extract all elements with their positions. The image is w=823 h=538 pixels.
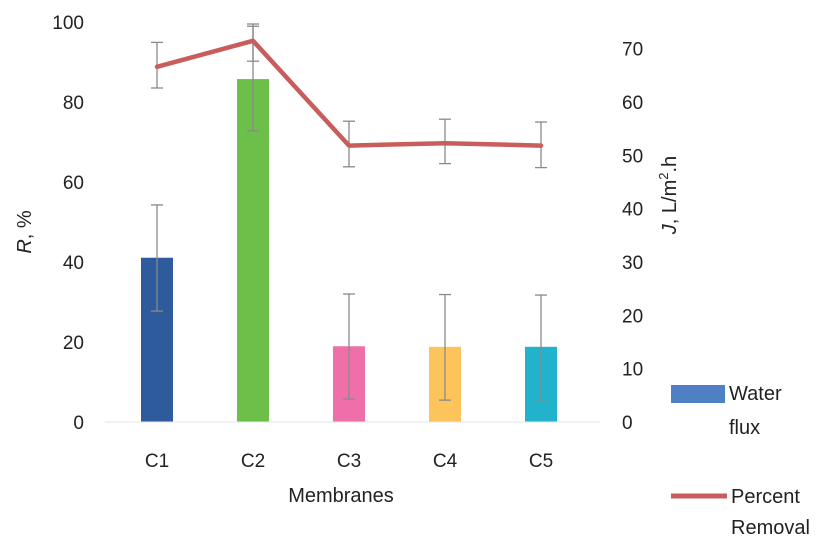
error-bar-water-flux (439, 293, 451, 401)
y-right-tick-label: 50 (622, 146, 643, 167)
y-right-tick-label: 40 (622, 200, 643, 221)
y-right-axis-title-italic: J (659, 223, 681, 235)
y-left-tick-label: 60 (63, 173, 84, 194)
x-tick-label: C5 (529, 451, 553, 472)
legend-swatch-water-flux (671, 385, 725, 403)
x-tick-label: C1 (145, 451, 169, 472)
x-tick-label: C3 (337, 451, 361, 472)
line-percent-removal (154, 38, 544, 148)
y-right-axis-title-sup: 2 (656, 173, 671, 180)
bar-errors-layer (151, 25, 547, 402)
y-right-axis-title-rest: , L/m (659, 180, 681, 224)
y-left-tick-label: 80 (63, 93, 84, 114)
x-tick-label: C2 (241, 451, 265, 472)
legend-label-percent-removal-line2: Removal (731, 517, 810, 538)
line-layer (151, 23, 547, 169)
error-bar-water-flux (343, 293, 355, 400)
y-left-tick-label: 0 (73, 413, 84, 434)
y-right-tick-label: 30 (622, 253, 643, 274)
y-left-axis-title-rest: , % (14, 210, 36, 239)
legend-label-water-flux-line2: flux (729, 417, 760, 439)
y-right-tick-label: 10 (622, 360, 643, 381)
x-tick-label: C4 (433, 451, 458, 472)
error-bar-water-flux (535, 294, 547, 402)
error-bar-water-flux (151, 204, 163, 312)
y-right-tick-label: 20 (622, 306, 643, 327)
ticks-layer: 0 20 40 60 80 100 0 10 20 30 40 50 60 70 C1 C2 C3 C4 C5 (52, 13, 643, 472)
y-right-tick-label: 60 (622, 93, 643, 114)
y-right-axis-title-tail: .h (659, 156, 681, 173)
bar-water-flux (237, 79, 269, 423)
legend-label-water-flux: Water (729, 383, 782, 405)
y-left-axis-title: R, % (14, 210, 36, 254)
legend: Water flux Percent Removal (671, 383, 810, 538)
y-left-tick-label: 20 (63, 333, 84, 354)
y-left-tick-label: 100 (52, 13, 84, 34)
y-right-tick-label: 0 (622, 413, 633, 434)
x-axis-title: Membranes (288, 485, 394, 507)
y-right-tick-label: 70 (622, 40, 643, 61)
y-left-tick-label: 40 (63, 253, 84, 274)
legend-label-percent-removal: Percent (731, 486, 800, 508)
y-right-axis-title: J, L/m2.h (656, 156, 681, 235)
y-left-axis-title-italic: R (14, 239, 36, 253)
